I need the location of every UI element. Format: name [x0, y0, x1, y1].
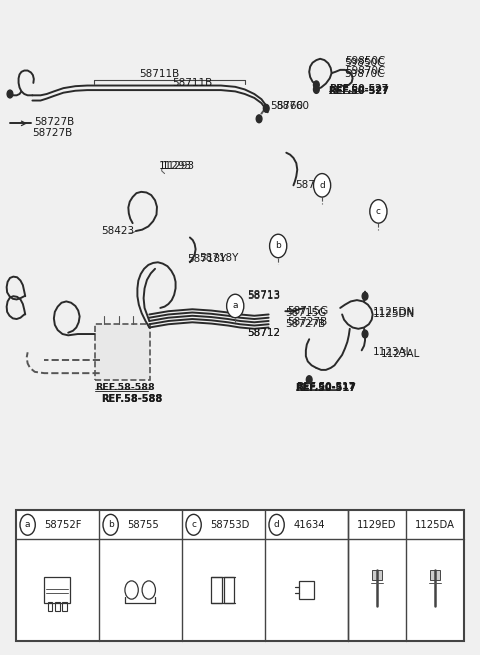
Text: 58755: 58755 — [127, 520, 159, 530]
Bar — [16, 510, 464, 641]
Circle shape — [227, 294, 244, 318]
Text: d: d — [274, 520, 279, 529]
Circle shape — [186, 514, 201, 535]
Circle shape — [306, 376, 312, 384]
Text: 59850C: 59850C — [344, 58, 384, 68]
Text: 58713: 58713 — [247, 291, 280, 301]
Bar — [372, 571, 382, 580]
Text: b: b — [276, 242, 281, 250]
Text: c: c — [191, 520, 196, 529]
Text: b: b — [108, 520, 113, 529]
Text: d: d — [319, 181, 325, 190]
Text: 1125DA: 1125DA — [415, 520, 455, 530]
Text: 58715G: 58715G — [285, 308, 326, 318]
Circle shape — [313, 81, 319, 89]
Circle shape — [256, 115, 262, 122]
Text: 58711B: 58711B — [172, 78, 213, 88]
Text: 58423: 58423 — [102, 226, 135, 236]
Text: 58718Y: 58718Y — [199, 253, 239, 263]
Circle shape — [20, 514, 35, 535]
Text: 1123AL: 1123AL — [381, 348, 420, 358]
Circle shape — [313, 86, 319, 94]
Text: 58711J: 58711J — [295, 180, 331, 191]
Text: 59870C: 59870C — [345, 66, 385, 76]
Text: a: a — [232, 301, 238, 310]
Bar — [211, 577, 222, 603]
Text: 58712: 58712 — [247, 328, 280, 338]
Text: REF.50-527: REF.50-527 — [328, 86, 389, 96]
Text: 59870C: 59870C — [344, 69, 384, 79]
Circle shape — [313, 174, 331, 197]
Bar — [48, 602, 52, 611]
Bar — [55, 602, 60, 611]
Text: a: a — [25, 520, 30, 529]
Text: REF.50-527: REF.50-527 — [329, 84, 388, 93]
Text: 58715G: 58715G — [287, 305, 328, 316]
Text: 58727B: 58727B — [33, 128, 72, 138]
Text: 1129ED: 1129ED — [357, 520, 396, 530]
Text: 58760: 58760 — [271, 101, 303, 111]
Text: 58727B: 58727B — [287, 317, 327, 328]
Text: REF.58-588: REF.58-588 — [96, 383, 155, 392]
Bar — [95, 324, 150, 380]
Text: 11293: 11293 — [159, 160, 192, 171]
Text: 11293: 11293 — [162, 160, 195, 171]
Circle shape — [370, 200, 387, 223]
Text: 59850C: 59850C — [345, 56, 385, 66]
Text: 1123AL: 1123AL — [372, 347, 412, 357]
Text: 58727B: 58727B — [285, 319, 325, 329]
Bar — [44, 577, 71, 603]
Text: 58711B: 58711B — [139, 69, 179, 79]
Circle shape — [7, 90, 13, 98]
Text: 1125DN: 1125DN — [372, 309, 415, 320]
Circle shape — [103, 514, 118, 535]
Text: 58712: 58712 — [247, 328, 280, 338]
Text: c: c — [376, 207, 381, 216]
Bar — [431, 571, 440, 580]
Bar — [62, 602, 67, 611]
Text: REF.50-517: REF.50-517 — [295, 383, 356, 392]
Text: REF.50-517: REF.50-517 — [295, 383, 356, 392]
Text: REF.50-517: REF.50-517 — [296, 382, 355, 390]
Text: REF.50-527: REF.50-527 — [328, 86, 389, 96]
Text: 58713: 58713 — [247, 290, 280, 300]
Circle shape — [269, 514, 284, 535]
Text: REF.58-588: REF.58-588 — [101, 394, 162, 404]
Text: 41634: 41634 — [293, 520, 325, 530]
Text: 58718Y: 58718Y — [188, 254, 227, 264]
Text: 58727B: 58727B — [34, 117, 74, 127]
Text: 58753D: 58753D — [210, 520, 250, 530]
Bar — [299, 581, 314, 599]
Circle shape — [362, 292, 368, 300]
Circle shape — [270, 234, 287, 257]
Text: 58760: 58760 — [276, 101, 309, 111]
Text: 1125DN: 1125DN — [372, 307, 415, 317]
Bar — [224, 577, 234, 603]
Text: REF.58-588: REF.58-588 — [101, 394, 162, 404]
Circle shape — [362, 330, 368, 338]
Circle shape — [264, 104, 269, 112]
Text: 58752F: 58752F — [44, 520, 82, 530]
